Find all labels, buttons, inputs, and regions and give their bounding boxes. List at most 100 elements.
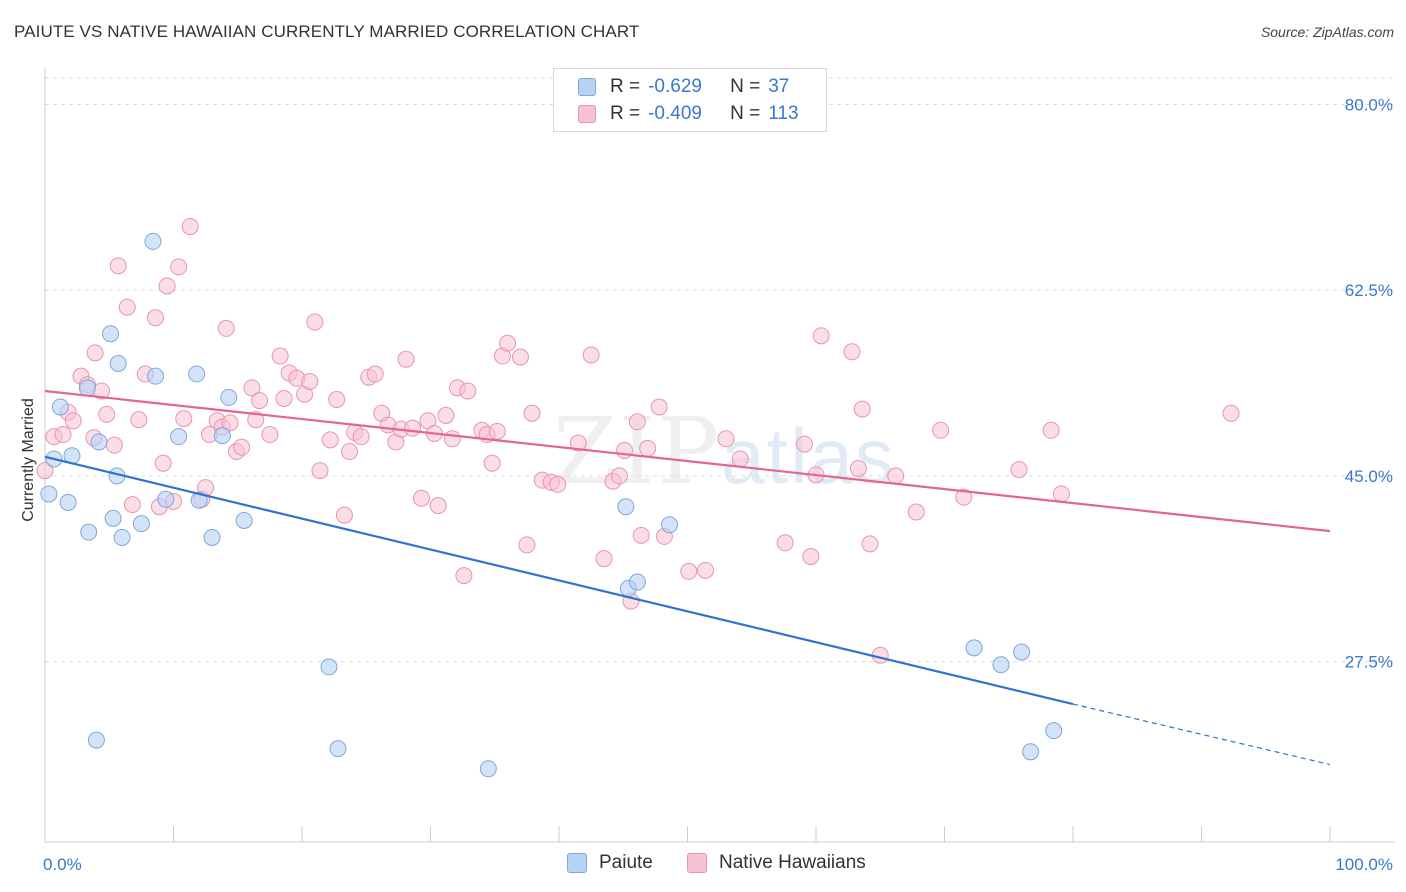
native-hawaiians-point	[328, 391, 346, 409]
watermark-atlas: atlas	[721, 412, 896, 500]
native-hawaiians-point	[955, 488, 973, 506]
native-hawaiians-point	[717, 430, 735, 448]
axes	[44, 68, 1395, 843]
native-hawaiians-point	[158, 277, 176, 295]
n-label: N =	[730, 76, 761, 97]
paiute-swatch	[567, 853, 587, 873]
native-hawaiians-point	[130, 411, 148, 429]
chart-title: PAIUTE VS NATIVE HAWAIIAN CURRENTLY MARR…	[14, 22, 640, 41]
native-hawaiians-point	[352, 428, 370, 446]
y-tick-label: 27.5%	[1345, 653, 1393, 672]
native-hawaiians-point	[413, 489, 431, 507]
paiute-point	[170, 428, 188, 446]
native-hawaiians-point	[341, 443, 359, 461]
native-hawaiians-point	[853, 400, 871, 418]
n-value: 37	[768, 76, 790, 97]
native-hawaiians-point	[549, 475, 567, 493]
native-hawaiians-point	[569, 434, 587, 452]
native-hawaiians-point	[511, 348, 529, 366]
native-hawaiians-point	[639, 439, 657, 457]
native-hawaiians-point	[118, 298, 136, 316]
native-hawaiians-point	[680, 562, 698, 580]
native-hawaiians-point	[907, 503, 925, 521]
native-hawaiians-point	[64, 412, 82, 430]
native-hawaiians-point	[1010, 461, 1028, 479]
y-tick-label: 45.0%	[1345, 467, 1393, 486]
paiute-point	[992, 656, 1010, 674]
paiute-point	[40, 485, 58, 503]
paiute-point	[87, 731, 105, 749]
y-axis-label: Currently Married	[20, 398, 37, 522]
legend-label-native-hawaiians: Native Hawaiians	[719, 852, 866, 873]
native-hawaiians-point	[54, 426, 72, 444]
paiute-point	[104, 509, 122, 527]
native-hawaiians-point	[1052, 485, 1070, 503]
paiute-point	[320, 658, 338, 676]
native-hawaiians-point	[306, 313, 324, 331]
r-value: -0.409	[648, 103, 702, 124]
native-hawaiians-point	[251, 392, 269, 410]
native-hawaiians-point	[366, 365, 384, 383]
paiute-point	[157, 490, 175, 508]
native-hawaiians-point	[616, 441, 634, 459]
native-hawaiians-point	[109, 257, 127, 275]
legend-item-paiute[interactable]: Paiute	[567, 852, 653, 874]
native-hawaiians-point	[1222, 404, 1240, 422]
native-hawaiians-point	[275, 389, 293, 407]
y-tick-label: 62.5%	[1345, 281, 1393, 300]
paiute-point	[965, 639, 983, 657]
correlation-legend: R = -0.629 N = 37 R = -0.409 N = 113	[553, 68, 827, 132]
paiute-point	[479, 760, 497, 778]
paiute-point	[628, 573, 646, 591]
paiute-point	[235, 511, 253, 529]
paiute-trend-extension	[1072, 703, 1331, 766]
native-hawaiians-point	[271, 347, 289, 365]
native-hawaiians-point	[776, 534, 794, 552]
native-hawaiians-point	[499, 334, 517, 352]
native-hawaiians-point	[887, 467, 905, 485]
native-hawaiians-point	[849, 459, 867, 477]
native-hawaiians-point	[154, 454, 172, 472]
native-hawaiians-point	[181, 218, 199, 236]
paiute-point	[213, 427, 231, 445]
native-hawaiians-point	[488, 422, 506, 440]
native-hawaiians-point	[1042, 421, 1060, 439]
native-hawaiians-point	[233, 438, 251, 456]
paiute-point	[102, 325, 120, 343]
native-hawaiians-point	[321, 431, 339, 449]
native-hawaiians-point	[86, 344, 104, 362]
paiute-point	[190, 491, 208, 509]
legend-item-native-hawaiians[interactable]: Native Hawaiians	[687, 852, 866, 874]
native-hawaiians-point	[261, 426, 279, 444]
paiute-point	[51, 398, 69, 416]
native-hawaiians-point	[175, 410, 193, 428]
paiute-point	[617, 498, 635, 516]
native-hawaiians-point	[632, 526, 650, 544]
paiute-point	[188, 365, 206, 383]
native-hawaiians-point	[812, 327, 830, 345]
native-hawaiians-point	[731, 450, 749, 468]
native-hawaiians-point	[455, 567, 473, 585]
native-hawaiians-point	[335, 506, 353, 524]
y-tick-label: 80.0%	[1345, 96, 1393, 115]
x-tick-label-min: 0.0%	[43, 855, 82, 874]
tick-labels: 27.5% 45.0% 62.5% 80.0% 0.0% 100.0%	[43, 96, 1393, 874]
n-label: N =	[730, 103, 761, 124]
native-hawaiians-point	[443, 430, 461, 448]
native-hawaiians-point	[243, 379, 261, 397]
native-hawaiians-point	[595, 550, 613, 568]
paiute-trend-line	[44, 455, 1074, 706]
paiute-point	[132, 515, 150, 533]
paiute-point	[144, 232, 162, 250]
native-hawaiians-point	[221, 414, 239, 432]
paiute-point	[1013, 643, 1031, 661]
native-hawaiians-point	[650, 398, 668, 416]
x-tick-label-max: 100.0%	[1335, 855, 1393, 874]
native-hawaiians-point	[217, 319, 235, 337]
paiute-point	[329, 740, 347, 758]
legend-row-paiute: R = -0.629 N = 37	[578, 74, 789, 100]
native-hawaiians-point	[429, 497, 447, 515]
hawaiian-swatch	[687, 853, 707, 873]
native-hawaiians-point	[311, 462, 329, 480]
paiute-point	[59, 493, 77, 511]
